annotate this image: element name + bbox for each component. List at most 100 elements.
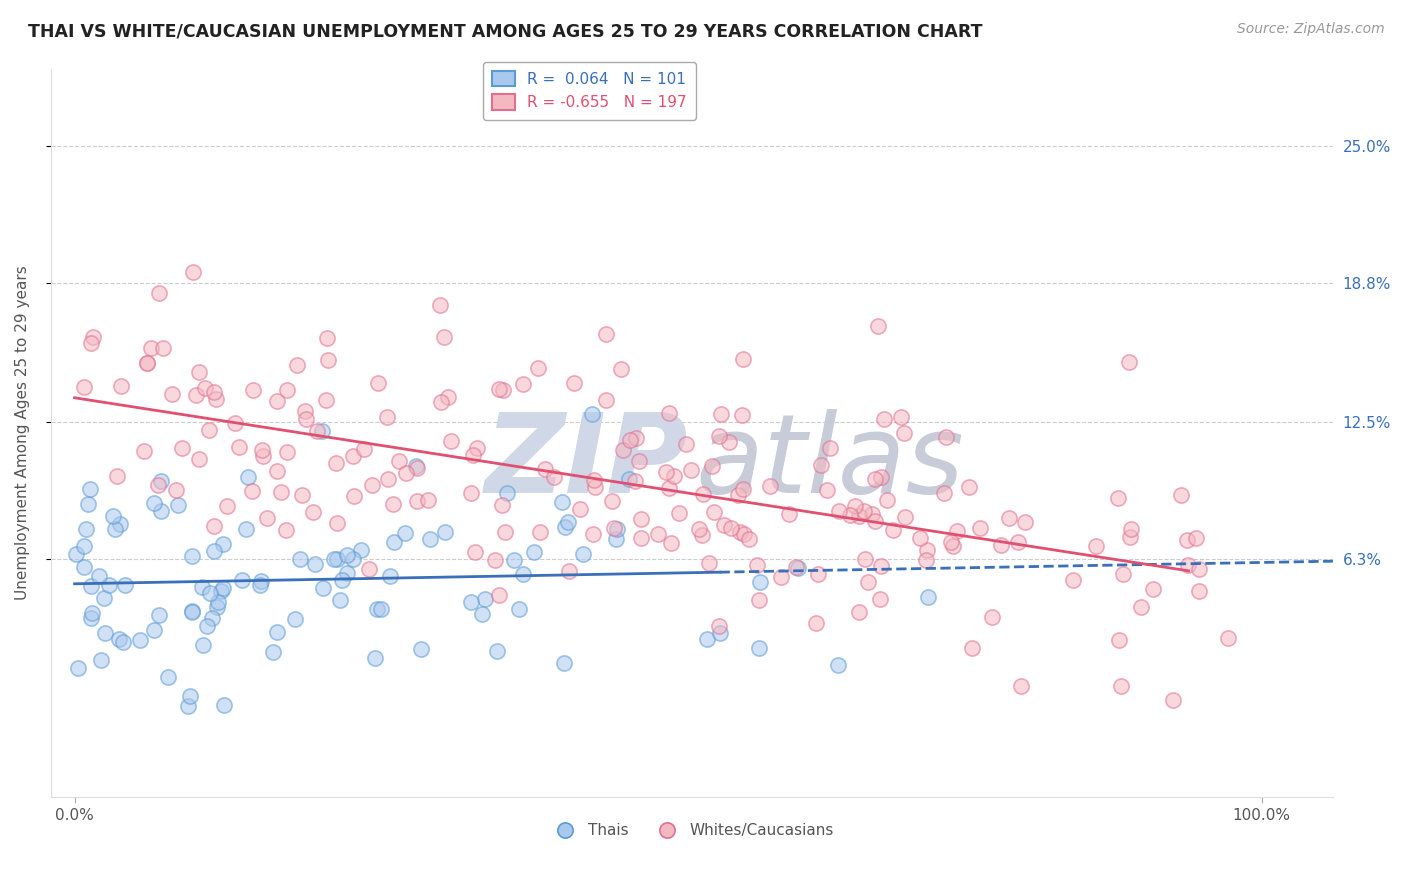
Point	[82, 330, 104, 344]
Point	[569, 501, 592, 516]
Point	[1084, 539, 1107, 553]
Point	[990, 538, 1012, 552]
Point	[626, 431, 648, 445]
Point	[202, 519, 225, 533]
Point	[893, 426, 915, 441]
Point	[172, 441, 194, 455]
Point	[942, 540, 965, 554]
Point	[181, 265, 204, 279]
Point	[262, 645, 284, 659]
Point	[890, 409, 912, 424]
Point	[707, 428, 730, 442]
Point	[595, 326, 617, 341]
Point	[612, 443, 634, 458]
Point	[200, 586, 222, 600]
Point	[1185, 531, 1208, 545]
Point	[211, 536, 233, 550]
Point	[380, 569, 402, 583]
Point	[190, 580, 212, 594]
Point	[375, 409, 398, 424]
Point	[957, 480, 980, 494]
Point	[969, 520, 991, 534]
Point	[224, 416, 246, 430]
Point	[149, 504, 172, 518]
Point	[512, 566, 534, 581]
Point	[357, 562, 380, 576]
Point	[382, 535, 405, 549]
Point	[212, 581, 235, 595]
Point	[276, 383, 298, 397]
Point	[304, 558, 326, 572]
Point	[605, 532, 627, 546]
Point	[266, 625, 288, 640]
Point	[336, 566, 359, 580]
Point	[619, 433, 641, 447]
Point	[288, 551, 311, 566]
Point	[302, 505, 325, 519]
Point	[523, 545, 546, 559]
Point	[266, 464, 288, 478]
Point	[150, 474, 173, 488]
Point	[610, 361, 633, 376]
Point	[195, 619, 218, 633]
Point	[316, 352, 339, 367]
Point	[370, 602, 392, 616]
Point	[529, 524, 551, 539]
Point	[1010, 680, 1032, 694]
Point	[697, 557, 720, 571]
Point	[1007, 535, 1029, 549]
Point	[97, 578, 120, 592]
Point	[136, 356, 159, 370]
Point	[873, 412, 896, 426]
Point	[738, 533, 761, 547]
Point	[728, 524, 751, 539]
Point	[527, 360, 550, 375]
Point	[748, 641, 770, 656]
Point	[1216, 631, 1239, 645]
Point	[1118, 355, 1140, 369]
Point	[231, 573, 253, 587]
Point	[250, 574, 273, 588]
Point	[440, 434, 463, 448]
Y-axis label: Unemployment Among Ages 25 to 29 years: Unemployment Among Ages 25 to 29 years	[15, 266, 30, 600]
Point	[853, 552, 876, 566]
Point	[93, 591, 115, 605]
Text: ZIP: ZIP	[485, 409, 688, 516]
Point	[655, 466, 678, 480]
Point	[828, 504, 851, 518]
Point	[917, 591, 939, 605]
Point	[343, 489, 366, 503]
Point	[1112, 566, 1135, 581]
Point	[180, 605, 202, 619]
Point	[193, 638, 215, 652]
Point	[658, 406, 681, 420]
Point	[474, 592, 496, 607]
Point	[662, 469, 685, 483]
Point	[90, 653, 112, 667]
Point	[177, 698, 200, 713]
Point	[731, 482, 754, 496]
Point	[160, 386, 183, 401]
Point	[429, 298, 451, 312]
Point	[882, 523, 904, 537]
Point	[460, 485, 482, 500]
Point	[129, 633, 152, 648]
Point	[893, 510, 915, 524]
Point	[1177, 558, 1199, 573]
Point	[274, 523, 297, 537]
Point	[941, 534, 963, 549]
Point	[876, 493, 898, 508]
Point	[485, 644, 508, 658]
Point	[73, 539, 96, 553]
Point	[810, 458, 832, 473]
Point	[394, 466, 416, 480]
Point	[935, 430, 957, 444]
Point	[692, 528, 714, 542]
Point	[980, 610, 1002, 624]
Point	[748, 575, 770, 590]
Point	[630, 531, 652, 545]
Point	[731, 408, 754, 422]
Point	[464, 544, 486, 558]
Point	[114, 578, 136, 592]
Point	[342, 449, 364, 463]
